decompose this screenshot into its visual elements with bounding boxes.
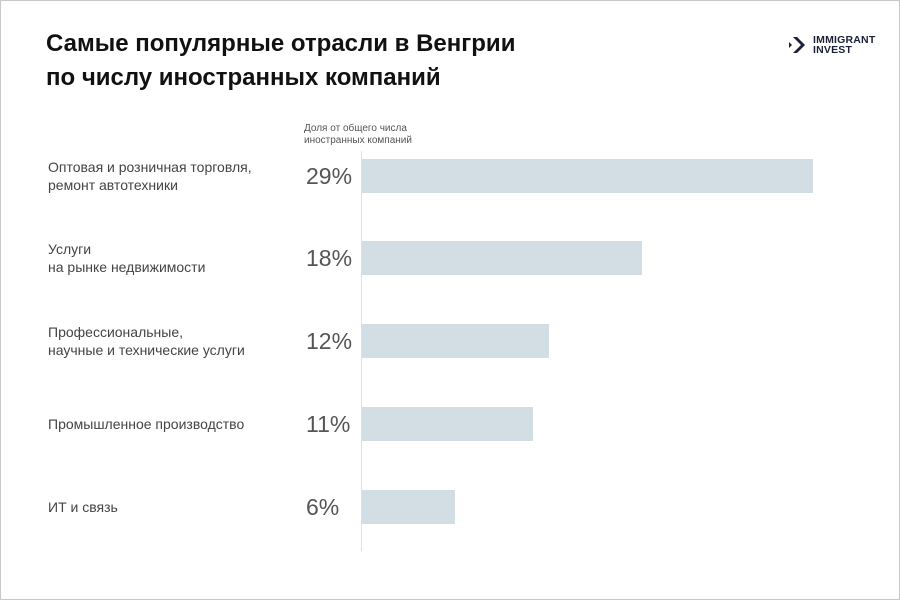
category-label: Промышленное производство (48, 415, 244, 433)
category-label: Профессиональные, научные и технические у… (48, 323, 245, 359)
category-label: Оптовая и розничная торговля, ремонт авто… (48, 158, 252, 194)
chart-title: Самые популярные отрасли в Венгрии по чи… (46, 27, 515, 95)
axis-line (361, 151, 362, 551)
data-label: 18% (306, 245, 353, 271)
value-header: Доля от общего числа иностранных компани… (304, 123, 412, 147)
category-label-line: ИТ и связь (48, 499, 118, 515)
category-label: Услуги на рынке недвижимости (48, 240, 205, 276)
category-label-line: на рынке недвижимости (48, 259, 206, 275)
category-label-line: Оптовая и розничная торговля, (48, 159, 252, 175)
bar (362, 490, 456, 524)
value-header-line-2: иностранных компаний (304, 135, 412, 146)
data-label: 12% (306, 328, 353, 354)
bar (362, 241, 642, 275)
bar (362, 407, 534, 441)
category-label-line: научные и технические услуги (48, 342, 245, 358)
category-label-line: Услуги (48, 241, 92, 257)
data-label: 29% (306, 163, 353, 189)
data-label: 11% (306, 411, 351, 437)
bar (362, 324, 549, 358)
title-line-1: Самые популярные отрасли в Венгрии (46, 30, 516, 57)
logo-line-2: INVEST (813, 44, 853, 56)
data-label: 6% (306, 494, 340, 520)
category-label: ИТ и связь (48, 498, 118, 516)
category-label-line: Профессиональные, (48, 324, 183, 340)
chevron-logo-icon (789, 37, 805, 53)
category-label-line: ремонт автотехники (48, 177, 178, 193)
bar (362, 159, 813, 193)
category-label-line: Промышленное производство (48, 416, 245, 432)
immigrant-invest-logo: IMMIGRANT INVEST (789, 35, 875, 55)
value-header-line-1: Доля от общего числа (304, 123, 407, 134)
logo-line-1: IMMIGRANT (813, 34, 876, 46)
title-line-2: по числу иностранных компаний (46, 64, 441, 91)
